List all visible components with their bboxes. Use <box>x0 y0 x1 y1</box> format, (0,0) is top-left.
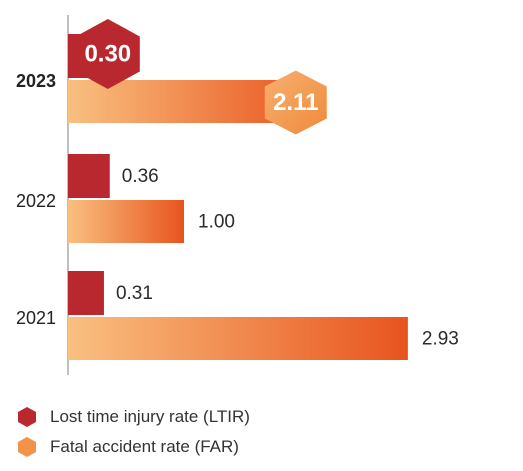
bar-ltir-2021 <box>68 271 104 315</box>
badge-ltir-2023 <box>75 19 140 89</box>
data-label-ltir-2023: 0.30 <box>84 40 131 67</box>
data-label-far-2021: 2.93 <box>422 329 459 350</box>
legend-label-ltir: Lost time injury rate (LTIR) <box>50 407 250 426</box>
legend-item-ltir: Lost time injury rate (LTIR) <box>18 402 250 432</box>
legend-label-far: Fatal accident rate (FAR) <box>50 437 239 456</box>
bar-ltir-2022 <box>68 154 110 198</box>
bar-far-2021 <box>68 317 408 360</box>
data-label-ltir-2021: 0.31 <box>116 283 153 304</box>
badge-far-2023 <box>264 70 327 135</box>
legend: Lost time injury rate (LTIR) Fatal accid… <box>18 402 250 462</box>
bar-chart: 2023 0.30 2.11 2022 0.36 1.00 2021 0.31 2.93 <box>16 15 459 375</box>
y-tick-label-2023: 2023 <box>16 71 56 91</box>
bar-far-2022 <box>68 200 184 243</box>
y-tick-label-2022: 2022 <box>16 191 56 211</box>
data-label-far-2023: 2.11 <box>273 89 318 116</box>
hexagon-orange-icon <box>18 437 36 457</box>
hexagon-red-icon <box>18 407 36 427</box>
y-tick-label-2021: 2021 <box>16 308 56 328</box>
legend-item-far: Fatal accident rate (FAR) <box>18 432 250 462</box>
data-label-ltir-2022: 0.36 <box>122 166 159 187</box>
data-label-far-2022: 1.00 <box>198 212 235 233</box>
